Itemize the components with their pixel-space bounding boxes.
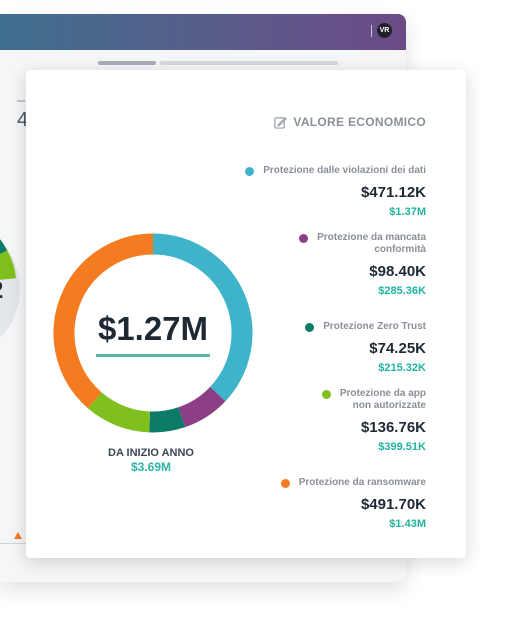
- legend-dot: [299, 234, 309, 243]
- donut-slice[interactable]: [177, 386, 226, 428]
- edit-icon[interactable]: [274, 116, 288, 129]
- legend-amount: $136.76K: [360, 419, 426, 436]
- legend-item-name: Protezione da mancata conformità: [299, 232, 426, 256]
- legend-name-line: Protezione Zero Trust: [323, 321, 426, 332]
- legend-item-name: Protezione dalle violazioni dei dati: [245, 165, 426, 177]
- donut-slice[interactable]: [87, 392, 151, 433]
- horizontal-scrollbar[interactable]: [98, 61, 338, 65]
- legend-item-name: Protezione da app non autorizzate: [321, 388, 426, 412]
- card-header: VALORE ECONOMICO: [274, 115, 426, 129]
- legend-name-line: Protezione da ransomware: [298, 477, 426, 488]
- legend-dot: [321, 390, 331, 399]
- total-underline: [96, 354, 210, 357]
- legend-ytd: $399.51K: [378, 441, 426, 453]
- legend-amount: $471.12K: [360, 184, 426, 201]
- legend-item: Protezione Zero Trust $74.25K $215.32K: [226, 316, 426, 374]
- total-value: $1.27M: [97, 310, 209, 347]
- legend-item: Protezione da mancata conformità $98.40K…: [226, 232, 426, 297]
- background-dash: [17, 100, 25, 102]
- ytd-label: DA INIZIO ANNO: [108, 447, 194, 459]
- app-titlebar: VR: [0, 14, 406, 50]
- background-donut: 2: [0, 239, 20, 338]
- legend-ytd: $1.37M: [389, 206, 426, 218]
- background-donut-value: 2: [0, 277, 3, 304]
- scrollbar-track[interactable]: [160, 61, 338, 65]
- legend-item-name: Protezione da ransomware: [280, 477, 426, 489]
- background-number: 4: [17, 109, 29, 131]
- donut-slice[interactable]: [53, 233, 154, 409]
- economic-value-card: VALORE ECONOMICO $1.27M DA INIZIO ANNO $…: [26, 70, 466, 558]
- legend-ytd: $1.43M: [389, 518, 426, 530]
- legend-name-line: Protezione da mancata: [317, 232, 426, 243]
- ytd-value: $3.69M: [130, 460, 172, 474]
- legend-item-name: Protezione Zero Trust: [305, 321, 426, 333]
- card-title: VALORE ECONOMICO: [293, 115, 426, 129]
- legend-amount: $491.70K: [360, 496, 426, 513]
- donut-slice[interactable]: [149, 407, 186, 433]
- scrollbar-thumb[interactable]: [98, 61, 156, 65]
- legend-dot: [305, 323, 315, 332]
- warning-icon: [14, 532, 22, 539]
- legend-name-line: conformità: [374, 244, 426, 255]
- legend-name-line: Protezione dalle violazioni dei dati: [263, 165, 426, 176]
- donut-svg: [53, 233, 253, 433]
- donut-slice[interactable]: [152, 233, 253, 402]
- legend-ytd: $215.32K: [378, 362, 426, 374]
- legend-item: Protezione da ransomware $491.70K $1.43M: [226, 472, 426, 530]
- legend-ytd: $285.36K: [378, 285, 426, 297]
- background-divider: [0, 543, 26, 544]
- legend-dot: [280, 479, 290, 488]
- legend-item: Protezione dalle violazioni dei dati $47…: [226, 160, 426, 218]
- legend-item: Protezione da app non autorizzate $136.7…: [226, 388, 426, 453]
- legend-amount: $74.25K: [369, 340, 426, 357]
- donut-chart: $1.27M: [50, 230, 256, 436]
- titlebar-divider: [371, 25, 372, 37]
- avatar[interactable]: VR: [377, 23, 392, 38]
- legend-amount: $98.40K: [369, 263, 426, 280]
- legend-dot: [245, 167, 255, 176]
- legend-name-line: Protezione da app: [339, 388, 426, 399]
- legend-name-line: non autorizzate: [352, 400, 426, 411]
